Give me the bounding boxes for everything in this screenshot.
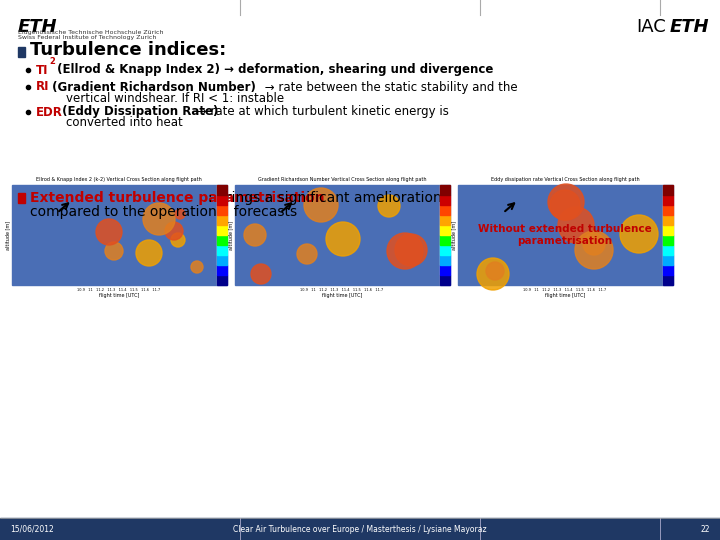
Bar [663, 275, 673, 285]
Bar [440, 265, 450, 275]
Text: (Gradient Richardson Number): (Gradient Richardson Number) [48, 80, 256, 93]
Text: altitude [m]: altitude [m] [5, 220, 10, 249]
Text: : brings a significant amelioration: : brings a significant amelioration [208, 191, 442, 205]
Circle shape [620, 215, 658, 253]
Circle shape [477, 258, 509, 290]
Bar [217, 245, 227, 255]
Text: altitude [m]: altitude [m] [228, 220, 233, 249]
Bar [458, 185, 673, 285]
Bar [440, 215, 450, 225]
Text: converted into heat: converted into heat [36, 117, 183, 130]
Circle shape [583, 233, 605, 255]
Bar [440, 185, 450, 195]
Bar [663, 215, 673, 225]
Bar [18, 47, 25, 57]
Circle shape [378, 195, 400, 217]
Bar [440, 205, 450, 215]
Circle shape [171, 233, 185, 247]
Text: Gradient Richardson Number Vertical Cross Section along flight path: Gradient Richardson Number Vertical Cros… [258, 177, 426, 182]
Text: Clear Air Turbulence over Europe / Masterthesis / Lysiane Mayoraz: Clear Air Turbulence over Europe / Maste… [233, 524, 487, 534]
Bar [663, 235, 673, 245]
Bar [440, 275, 450, 285]
Bar [217, 275, 227, 285]
Text: → rate at which turbulent kinetic energy is: → rate at which turbulent kinetic energy… [193, 105, 449, 118]
Text: Turbulence indices:: Turbulence indices: [30, 41, 226, 59]
Bar [217, 195, 227, 205]
Circle shape [165, 222, 183, 240]
Bar [217, 255, 227, 265]
Text: compared to the operational forecasts: compared to the operational forecasts [30, 205, 297, 219]
Bar [0, 518, 720, 540]
Text: flight time [UTC]: flight time [UTC] [99, 293, 139, 298]
Bar [440, 195, 450, 205]
Bar [663, 185, 673, 285]
Bar [663, 185, 673, 195]
Bar [217, 205, 227, 215]
Bar [663, 265, 673, 275]
Bar [440, 255, 450, 265]
Text: Extended turbulence parametrisation: Extended turbulence parametrisation [30, 191, 325, 205]
Text: Eidgenössische Technische Hochschule Zürich: Eidgenössische Technische Hochschule Zür… [18, 30, 163, 35]
Text: Eddy dissipation rate Vertical Cross Section along flight path: Eddy dissipation rate Vertical Cross Sec… [491, 177, 639, 182]
Text: 22: 22 [701, 524, 710, 534]
Circle shape [486, 262, 504, 280]
Text: 10.9   11   11.2   11.3   11.4   11.5   11.6   11.7: 10.9 11 11.2 11.3 11.4 11.5 11.6 11.7 [77, 288, 161, 292]
Text: 10.9   11   11.2   11.3   11.4   11.5   11.6   11.7: 10.9 11 11.2 11.3 11.4 11.5 11.6 11.7 [300, 288, 384, 292]
Text: RI: RI [36, 80, 50, 93]
Bar [663, 245, 673, 255]
Bar [440, 245, 450, 255]
Circle shape [175, 209, 185, 219]
Circle shape [550, 190, 580, 220]
Text: ETH: ETH [670, 18, 710, 36]
Circle shape [136, 240, 162, 266]
Text: IAC: IAC [636, 18, 666, 36]
Bar [217, 235, 227, 245]
Bar [663, 225, 673, 235]
Bar [663, 205, 673, 215]
Circle shape [395, 234, 427, 266]
Circle shape [575, 231, 613, 269]
Text: flight time [UTC]: flight time [UTC] [322, 293, 362, 298]
Bar [663, 195, 673, 205]
Bar [440, 185, 450, 285]
Circle shape [297, 244, 317, 264]
Text: → rate between the static stability and the: → rate between the static stability and … [261, 80, 518, 93]
Circle shape [96, 219, 122, 245]
Circle shape [191, 261, 203, 273]
Text: 15/06/2012: 15/06/2012 [10, 524, 54, 534]
Bar [235, 185, 450, 285]
Text: Swiss Federal Institute of Technology Zurich: Swiss Federal Institute of Technology Zu… [18, 35, 156, 40]
Text: flight time [UTC]: flight time [UTC] [545, 293, 585, 298]
Circle shape [244, 224, 266, 246]
Bar [217, 225, 227, 235]
Text: Without extended turbulence
parametrisation: Without extended turbulence parametrisat… [478, 224, 652, 246]
Circle shape [105, 242, 123, 260]
Text: (Eddy Dissipation Rate): (Eddy Dissipation Rate) [58, 105, 218, 118]
Text: 10.9   11   11.2   11.3   11.4   11.5   11.6   11.7: 10.9 11 11.2 11.3 11.4 11.5 11.6 11.7 [523, 288, 607, 292]
Bar [663, 255, 673, 265]
Text: altitude [m]: altitude [m] [451, 220, 456, 249]
Text: vertical windshear. If RI < 1: instable: vertical windshear. If RI < 1: instable [36, 91, 284, 105]
Circle shape [304, 188, 338, 222]
Bar [440, 225, 450, 235]
Circle shape [326, 222, 360, 256]
Bar [12, 185, 227, 285]
Text: (Ellrod & Knapp Index 2) → deformation, shearing und divergence: (Ellrod & Knapp Index 2) → deformation, … [53, 64, 493, 77]
Bar [217, 265, 227, 275]
Text: ETH: ETH [18, 18, 58, 36]
Circle shape [558, 207, 594, 243]
Text: 2: 2 [49, 57, 55, 66]
Text: EDR: EDR [36, 105, 63, 118]
Circle shape [251, 264, 271, 284]
Circle shape [548, 184, 584, 220]
Circle shape [143, 203, 175, 235]
Bar [440, 235, 450, 245]
Bar [217, 185, 227, 195]
Circle shape [387, 233, 423, 269]
Text: Ellrod & Knapp Index 2 (k-2) Vertical Cross Section along flight path: Ellrod & Knapp Index 2 (k-2) Vertical Cr… [36, 177, 202, 182]
Bar [217, 185, 227, 285]
Bar [217, 215, 227, 225]
Bar [18, 193, 25, 203]
Text: TI: TI [36, 64, 48, 77]
